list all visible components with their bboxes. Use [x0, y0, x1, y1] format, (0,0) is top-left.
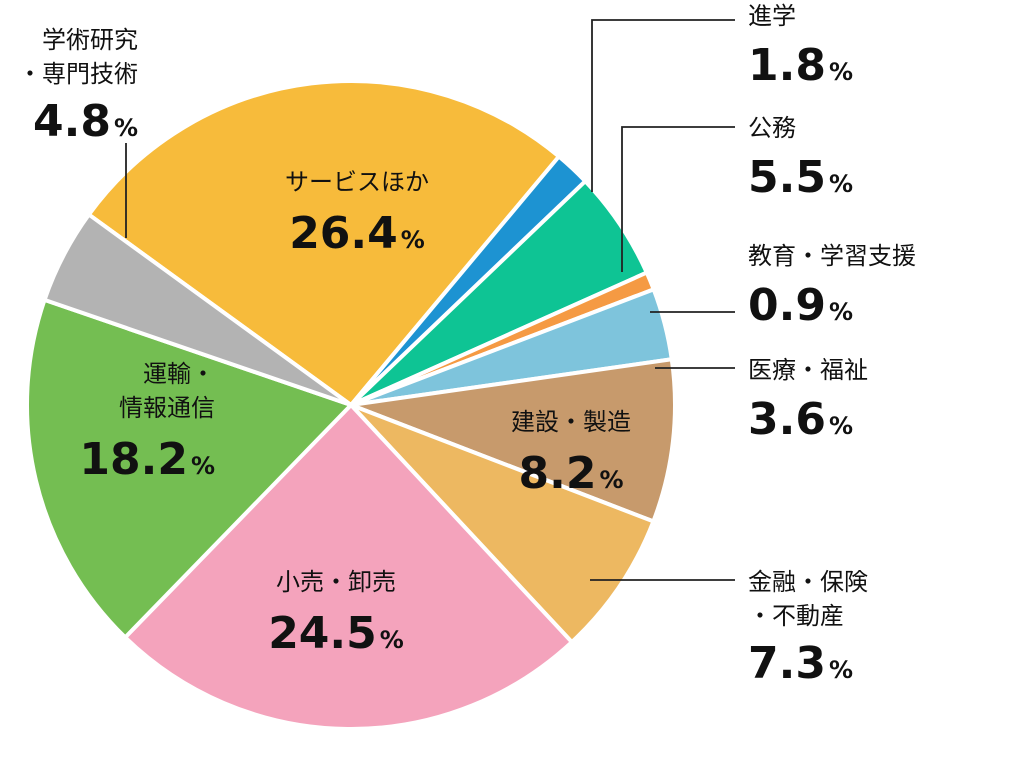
leader-lines — [125, 19, 735, 581]
slice-value-3: 0.9% — [748, 280, 853, 331]
slice-value-5: 8.2% — [519, 448, 624, 499]
pie-slice-7 — [123, 403, 574, 731]
slice-label-8-line-0: 運輸・ — [143, 360, 215, 388]
slice-label-6-line-1: ・不動産 — [748, 602, 844, 630]
slice-label-5-line-0: 建設・製造 — [511, 408, 631, 436]
slice-label-9-line-0: 学術研究 — [42, 26, 138, 54]
slice-label-9-line-1: ・専門技術 — [18, 60, 138, 88]
slice-labels: サービスほか 26.4 % 進学 1.8 % 公務 5.5 % 教育・学習支援 0.9 % 医療・福祉 3… — [18, 2, 916, 689]
pie-slice-6 — [349, 403, 656, 645]
slice-value-0: 26.4% — [289, 208, 425, 259]
slice-value-6: 7.3% — [748, 638, 853, 689]
slice-label-8-line-1: 情報通信 — [119, 394, 215, 422]
leader-line-1 — [591, 19, 735, 192]
slice-label-2-line-0: 公務 — [748, 114, 796, 142]
slice-value-4: 3.6% — [748, 394, 853, 445]
pie-slice-9 — [42, 212, 353, 407]
pie-slice-8 — [25, 297, 353, 640]
pie-slices — [25, 79, 677, 731]
slice-value-9: 4.8% — [33, 96, 138, 147]
slice-value-2: 5.5% — [748, 152, 853, 203]
slice-label-0-line-0: サービスほか — [285, 168, 429, 196]
slice-label-1-line-0: 進学 — [748, 2, 796, 30]
slice-value-1: 1.8% — [748, 40, 853, 91]
slice-label-4-line-0: 医療・福祉 — [748, 356, 868, 384]
leader-line-2 — [621, 126, 735, 272]
slice-label-6-line-0: 金融・保険 — [748, 568, 868, 596]
pie-slice-0 — [86, 79, 561, 407]
slice-value-7: 24.5% — [268, 608, 404, 659]
slice-label-7-line-0: 小売・卸売 — [276, 568, 396, 596]
pie-slice-5 — [349, 357, 677, 524]
slice-label-3-line-0: 教育・学習支援 — [748, 242, 916, 270]
slice-value-8: 18.2% — [79, 434, 215, 485]
